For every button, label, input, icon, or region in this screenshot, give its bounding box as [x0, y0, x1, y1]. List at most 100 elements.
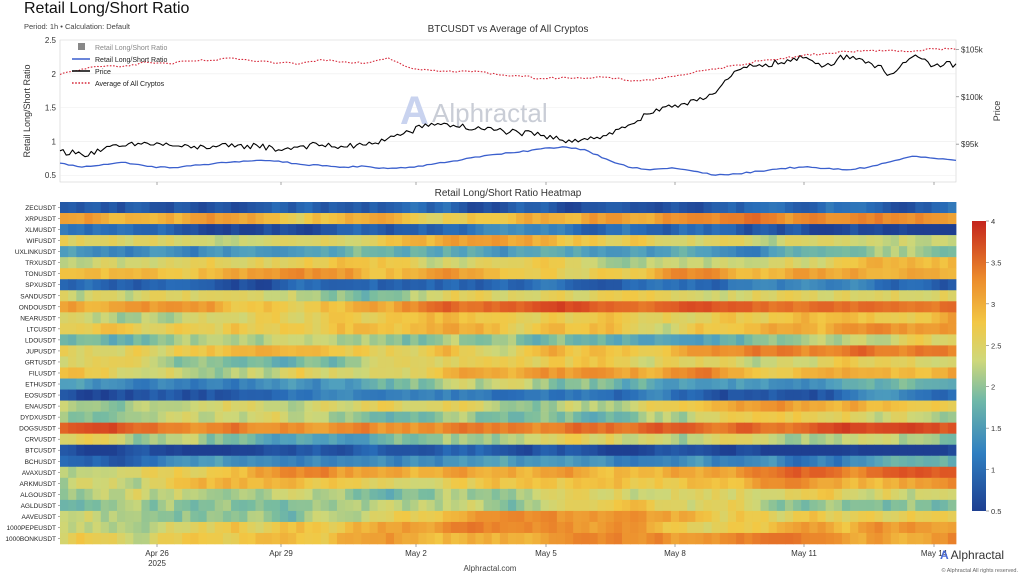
heatmap-cell — [524, 246, 533, 258]
heatmap-cell — [703, 246, 713, 258]
heatmap-cell — [801, 356, 810, 368]
heatmap-cell — [263, 202, 273, 214]
heatmap-cell — [573, 422, 582, 434]
heatmap-cell — [125, 477, 134, 490]
heatmap-cell — [133, 521, 142, 534]
heatmap-cell — [385, 433, 395, 446]
heatmap-cell — [100, 422, 110, 434]
heatmap-cell — [801, 367, 810, 379]
heatmap-cell — [231, 224, 240, 236]
heatmap-cell — [524, 455, 533, 468]
heatmap-cell — [231, 510, 240, 523]
heatmap-cell — [931, 279, 941, 291]
heatmap-cell — [206, 323, 216, 335]
heatmap-cell — [434, 433, 444, 446]
heatmap-cell — [882, 521, 892, 534]
heatmap-cell — [174, 257, 183, 269]
heatmap-cell — [214, 301, 224, 313]
heatmap-cell — [565, 301, 574, 313]
heatmap-cell — [768, 246, 778, 258]
heatmap-cell — [768, 477, 778, 490]
heatmap-cell — [687, 246, 696, 258]
heatmap-cell — [809, 268, 818, 280]
heatmap-cell — [882, 433, 892, 446]
heatmap-cell — [752, 466, 761, 479]
heatmap-cell — [157, 521, 167, 534]
heatmap-cell — [149, 499, 159, 512]
heatmap-cell — [288, 356, 297, 368]
heatmap-cell — [540, 521, 550, 534]
heatmap-cell — [654, 400, 664, 412]
heatmap-cell — [271, 323, 281, 335]
heatmap-cell — [345, 213, 354, 225]
heatmap-cell — [304, 323, 313, 335]
heatmap-cell — [719, 466, 729, 479]
heatmap-cell — [654, 235, 664, 247]
heatmap-cell — [817, 334, 827, 346]
heatmap-cell — [117, 246, 126, 258]
heatmap-cell — [263, 345, 273, 357]
heatmap-cell — [573, 224, 582, 236]
line-chart-title: BTCUSDT vs Average of All Cryptos — [427, 24, 589, 35]
heatmap-cell — [825, 356, 835, 368]
heatmap-cell — [540, 279, 550, 291]
heatmap-cell — [605, 312, 615, 324]
heatmap-cell — [190, 356, 199, 368]
heatmap-cell — [784, 477, 794, 490]
heatmap-cell — [214, 268, 224, 280]
heatmap-cell — [711, 466, 721, 479]
heatmap-cell — [491, 257, 501, 269]
heatmap-cell — [809, 312, 818, 324]
heatmap-cell — [825, 455, 835, 468]
heatmap-cell — [434, 444, 444, 457]
heatmap-cell — [393, 257, 403, 269]
heatmap-cell — [450, 202, 460, 214]
heatmap-cell — [744, 279, 753, 291]
heatmap-cell — [801, 279, 810, 291]
heatmap-row-label: 1000PEPEUSDT — [7, 525, 57, 532]
heatmap-cell — [654, 455, 664, 468]
heatmap-cell — [516, 246, 525, 258]
heatmap-cell — [369, 345, 379, 357]
heatmap-cell — [369, 290, 379, 302]
heatmap-cell — [605, 499, 615, 512]
heatmap-cell — [182, 356, 191, 368]
heatmap-cell — [670, 213, 680, 225]
heatmap-cell — [923, 323, 932, 335]
heatmap-cell — [361, 444, 370, 457]
heatmap-cell — [222, 477, 232, 490]
heatmap-cell — [817, 290, 827, 302]
heatmap-cell — [133, 367, 142, 379]
heatmap-cell — [874, 510, 884, 523]
heatmap-cell — [646, 378, 656, 390]
heatmap-cell — [410, 224, 419, 236]
heatmap-cell — [573, 499, 582, 512]
heatmap-cell — [206, 345, 216, 357]
heatmap-cell — [556, 466, 566, 479]
heatmap-cell — [589, 444, 598, 457]
heatmap-cell — [157, 477, 167, 490]
heatmap-cell — [638, 521, 647, 534]
heatmap-cell — [296, 499, 305, 512]
heatmap-cell — [907, 455, 916, 468]
heatmap-cell — [304, 279, 313, 291]
heatmap-cell — [516, 466, 525, 479]
heatmap-cell — [304, 246, 313, 258]
heatmap-cell — [206, 477, 216, 490]
heatmap-cell — [345, 290, 354, 302]
heatmap-cell — [768, 422, 778, 434]
heatmap-cell — [630, 268, 639, 280]
heatmap-cell — [719, 532, 729, 545]
heatmap-cell — [768, 356, 778, 368]
heatmap-cell — [222, 510, 232, 523]
heatmap-cell — [450, 521, 460, 534]
heatmap-cell — [508, 213, 517, 225]
heatmap-cell — [304, 488, 313, 501]
heatmap-cell — [687, 235, 696, 247]
heatmap-cell — [939, 477, 949, 490]
heatmap-cell — [125, 499, 134, 512]
heatmap-cell — [271, 345, 281, 357]
heatmap-cell — [565, 213, 574, 225]
heatmap-cell — [369, 202, 379, 214]
heatmap-cell — [450, 488, 460, 501]
